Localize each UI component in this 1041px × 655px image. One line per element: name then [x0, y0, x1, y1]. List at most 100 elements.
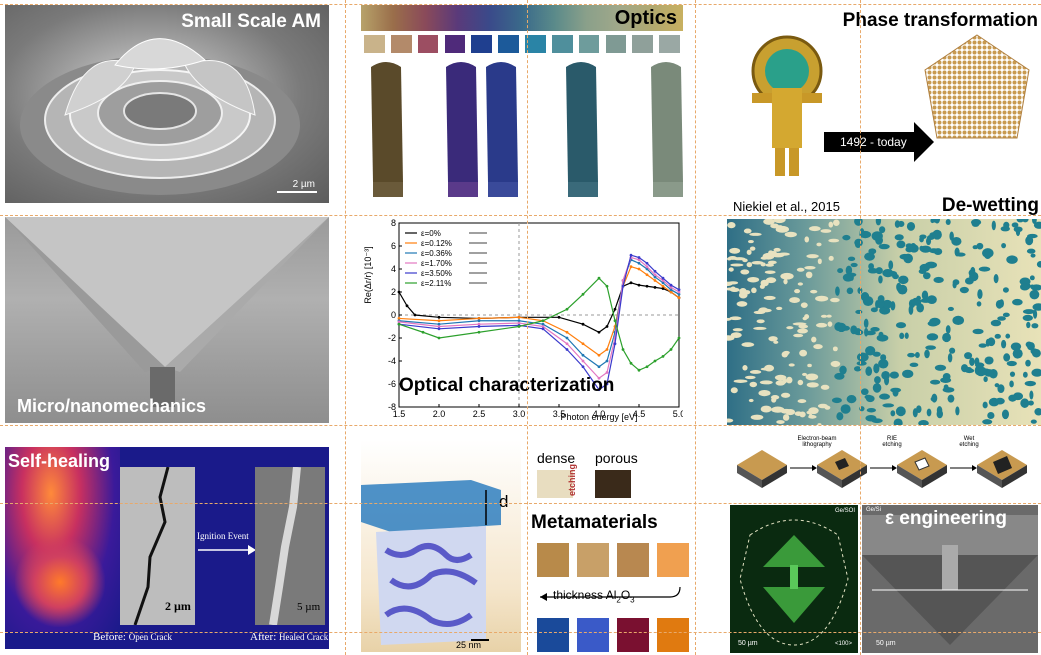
- dewetting-droplet: [1029, 275, 1035, 281]
- axis-label: <100>: [834, 641, 852, 647]
- etching-label: etching: [567, 464, 577, 497]
- lithography-panel: Electron-beam lithography RIE etching We…: [727, 430, 1041, 500]
- dewetting-droplet: [1024, 380, 1037, 387]
- dewetting-droplet: [853, 366, 862, 372]
- data-point: [565, 348, 569, 351]
- data-point: [637, 267, 641, 271]
- dewetting-droplet: [797, 379, 804, 386]
- dewetting-droplet: [1003, 353, 1011, 362]
- color-gradient-strip: [361, 5, 683, 31]
- data-point: [677, 288, 681, 292]
- dewetting-droplet: [990, 319, 1002, 327]
- dewetting-droplet: [978, 266, 991, 272]
- dewetting-droplet: [860, 388, 869, 396]
- data-point: [629, 361, 633, 365]
- dewetting-droplet: [1008, 394, 1017, 402]
- dewetting-droplet: [1019, 283, 1030, 291]
- epsilon-engineering-title: ε engineering: [885, 508, 1007, 529]
- dewetting-droplet: [727, 418, 734, 423]
- series-line: [398, 256, 680, 380]
- dewetting-droplet: [969, 357, 975, 366]
- dewetting-droplet: [1025, 359, 1031, 367]
- dewetting-droplet: [933, 276, 944, 283]
- dewetting-droplet: [943, 384, 949, 391]
- thickness-sub: 2: [616, 595, 621, 605]
- dewetting-droplet: [768, 336, 778, 342]
- dewetting-panel: Niekiel et al., 2015 De-wetting: [727, 195, 1041, 425]
- dewetting-droplet: [1009, 371, 1016, 377]
- arrow-icon: [540, 586, 681, 601]
- dewetting-droplet: [830, 360, 841, 368]
- dewetting-droplet: [1002, 287, 1009, 293]
- dewetting-droplet: [765, 263, 774, 267]
- dewetting-droplet: [871, 418, 883, 424]
- dewetting-droplet: [880, 354, 887, 361]
- color-swatch: [657, 543, 689, 577]
- dewetting-droplet: [744, 375, 756, 380]
- dewetting-droplet: [763, 219, 775, 225]
- dewetting-droplet: [947, 394, 955, 403]
- dewetting-droplet: [817, 258, 822, 265]
- data-point: [669, 290, 673, 294]
- data-point: [637, 283, 641, 287]
- dewetting-droplet: [741, 342, 755, 347]
- color-swatch: [525, 35, 546, 53]
- rose-microstructure-image: [20, 38, 300, 195]
- dewetting-droplet: [751, 260, 764, 265]
- data-point: [597, 388, 601, 392]
- dewetting-droplet: [748, 239, 754, 244]
- scalebar-label: 5 µm: [297, 601, 321, 613]
- grid-divider: [527, 0, 528, 655]
- dewetting-droplet: [799, 349, 808, 357]
- dewetting-droplet: [882, 373, 890, 380]
- dewetting-droplet: [903, 253, 913, 264]
- dewetting-droplet: [792, 322, 807, 326]
- dewetting-droplet: [1030, 419, 1037, 424]
- data-point: [677, 292, 681, 296]
- ge-soi-microbridge-image: [739, 519, 849, 646]
- gold-nanocrystal-image: [924, 34, 1030, 139]
- series-line: [398, 282, 680, 333]
- dewetting-droplet: [940, 377, 952, 383]
- dewetting-droplet: [896, 240, 906, 249]
- dewetting-droplet: [878, 359, 889, 369]
- dewetting-droplet: [947, 353, 953, 363]
- dewetting-droplet: [836, 322, 847, 333]
- data-point: [661, 279, 665, 282]
- phase-transformation-panel: Phase transformation 1492 - today: [727, 5, 1041, 203]
- dewetting-droplet: [919, 236, 924, 243]
- dewetting-droplet: [895, 406, 906, 417]
- dewetting-droplet: [1001, 409, 1010, 420]
- dewetting-droplet: [855, 309, 863, 314]
- series-line: [398, 254, 680, 391]
- dewetting-droplet: [932, 229, 942, 240]
- dewetting-droplet: [833, 219, 840, 226]
- dewetting-droplet: [1003, 221, 1010, 229]
- dewetting-droplet: [916, 303, 925, 313]
- dewetting-droplet: [771, 397, 777, 403]
- thickness-text: thickness Al: [553, 588, 617, 602]
- dewetting-droplet: [925, 345, 937, 350]
- dewetting-droplet: [926, 333, 939, 341]
- dewetting-droplet: [788, 363, 795, 367]
- dewetting-droplet: [945, 325, 951, 334]
- dewetting-droplet: [881, 299, 893, 309]
- dewetting-droplet: [905, 243, 913, 249]
- dewetting-droplet: [813, 344, 823, 350]
- dewetting-droplet: [846, 395, 857, 404]
- dewetting-droplet: [920, 298, 932, 303]
- dewetting-droplet: [942, 332, 951, 343]
- dewetting-droplet: [1016, 219, 1024, 223]
- dewetting-droplet: [882, 403, 895, 408]
- dewetting-droplet: [879, 226, 886, 234]
- dewetting-droplet: [865, 366, 873, 376]
- dewetting-droplet: [742, 365, 748, 371]
- dewetting-droplet: [868, 263, 875, 270]
- data-point: [437, 319, 441, 323]
- dewetting-droplet: [1032, 303, 1041, 311]
- dewetting-droplet: [897, 284, 908, 295]
- dewetting-droplet: [740, 269, 750, 275]
- data-point: [629, 253, 633, 257]
- dewetting-droplet: [926, 408, 932, 417]
- dewetting-droplet: [912, 408, 918, 418]
